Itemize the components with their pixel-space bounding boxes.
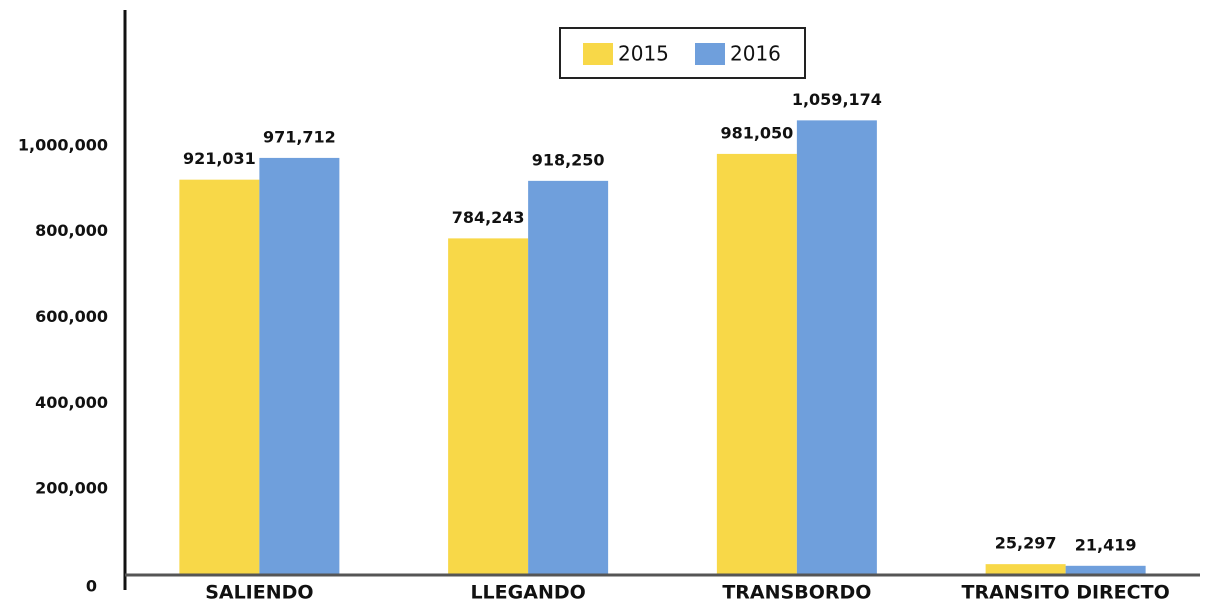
value-label: 921,031	[183, 149, 256, 168]
legend-swatch	[583, 43, 613, 65]
x-tick-label: TRANSBORDO	[722, 582, 871, 604]
value-label: 918,250	[532, 150, 605, 169]
bar	[796, 120, 877, 575]
y-tick-label: 1,000,000	[18, 135, 108, 154]
bar	[1065, 565, 1146, 575]
x-tick-label: TRANSITO DIRECTO	[962, 582, 1170, 604]
x-tick-label: SALIENDO	[205, 582, 313, 604]
y-tick-label: 0	[86, 577, 97, 596]
bar	[448, 238, 529, 575]
bar	[528, 180, 609, 576]
bar	[985, 564, 1066, 575]
bar	[259, 157, 340, 575]
y-tick-label: 200,000	[35, 479, 108, 498]
x-tick-label: LLEGANDO	[470, 582, 585, 604]
value-label: 971,712	[263, 127, 336, 146]
y-tick-label: 400,000	[35, 393, 108, 412]
y-tick-label: 800,000	[35, 221, 108, 240]
value-label: 784,243	[452, 208, 525, 227]
value-label: 1,059,174	[792, 90, 882, 109]
value-label: 981,050	[720, 123, 793, 142]
value-label: 25,297	[995, 534, 1057, 553]
legend-swatch	[695, 43, 725, 65]
bar	[179, 179, 260, 575]
legend-label: 2015	[618, 42, 669, 66]
value-label: 21,419	[1075, 535, 1137, 554]
y-tick-label: 600,000	[35, 307, 108, 326]
bar	[716, 153, 797, 576]
legend-label: 2016	[730, 42, 781, 66]
